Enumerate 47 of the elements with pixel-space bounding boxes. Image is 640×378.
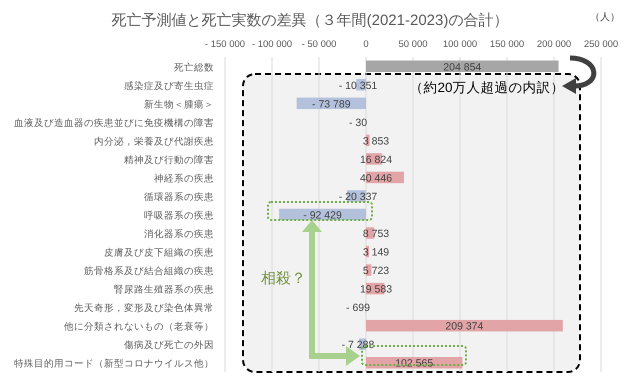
data-label: 19 583	[360, 284, 392, 296]
y-tick-label: 死亡総数	[174, 61, 214, 74]
data-label: 16 824	[360, 154, 392, 166]
data-label: 40 446	[360, 172, 392, 184]
y-tick-label: 精神及び行動の障害	[124, 154, 214, 166]
x-tick-label: 100 000	[442, 39, 478, 50]
y-tick-label: 新生物＜腫瘍＞	[144, 98, 214, 110]
data-label: 8 753	[362, 228, 390, 240]
x-tick-label: 150 000	[490, 39, 524, 50]
y-tick-label: 内分泌，栄養及び代謝疾患	[94, 135, 214, 148]
y-tick-label: 他に分類されないもの（老衰等）	[64, 320, 214, 333]
y-tick-label: 呼吸器系の疾患	[144, 210, 214, 222]
y-tick-label: 皮膚及び皮下組織の疾患	[104, 246, 214, 259]
y-tick-label: 筋骨格系及び結合組織の疾患	[84, 265, 214, 278]
x-tick-label: 200 000	[536, 39, 572, 50]
y-tick-label: 神経系の疾患	[154, 172, 214, 184]
y-tick-label: 感染症及び寄生虫症	[124, 80, 214, 92]
data-label: - 699	[346, 302, 370, 314]
chart-title: 死亡予測値と死亡実数の差異（３年間(2021-2023)の合計）	[112, 12, 508, 29]
x-tick-label: 50 000	[398, 39, 428, 50]
data-label: - 30	[348, 116, 368, 129]
y-tick-label: 循環器系の疾患	[144, 190, 214, 203]
text: （人）	[590, 12, 620, 23]
data-label: - 20 337	[338, 190, 378, 203]
data-label: 3 149	[362, 246, 390, 259]
data-label: 3 853	[362, 135, 390, 148]
data-label: - 10 351	[338, 80, 378, 92]
y-tick-label: 先天奇形，変形及び染色体異常	[74, 302, 214, 314]
data-label: - 73 789	[312, 98, 351, 110]
x-tick-label: - 50 000	[302, 39, 336, 50]
x-tick-label: - 100 000	[252, 39, 292, 50]
x-tick-label: - 150 000	[204, 39, 246, 50]
y-tick-label: 消化器系の疾患	[144, 228, 214, 240]
y-tick-label: 特殊目的用コード（新型コロナウイルス他）	[14, 358, 214, 370]
x-tick-label: 0	[363, 39, 369, 50]
data-label: 209 374	[445, 320, 484, 333]
y-tick-label: 傷病及び死亡の外因	[124, 339, 214, 352]
x-tick-label: 250 000	[584, 39, 618, 50]
data-label: - 92 429	[303, 210, 342, 222]
annotation: 相殺？	[261, 270, 306, 287]
data-label: 204 854	[443, 61, 482, 74]
bar	[366, 60, 559, 72]
annotation: （約20万人超過の内訳）	[409, 80, 565, 95]
y-tick-label: 腎尿路生殖器系の疾患	[114, 284, 214, 296]
data-label: 5 723	[362, 265, 390, 278]
bar	[366, 320, 563, 332]
y-tick-label: 血液及び造血器の疾患並びに免疫機構の障害	[14, 116, 214, 129]
